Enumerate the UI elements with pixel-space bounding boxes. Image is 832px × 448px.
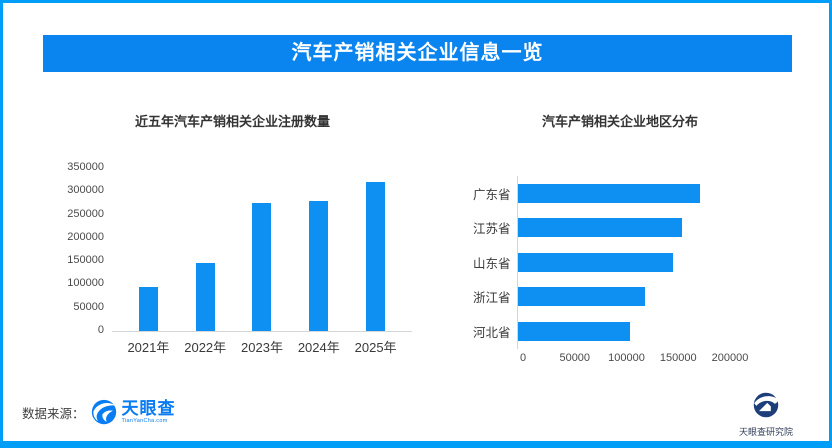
bars-area: 广东省江苏省山东省浙江省河北省	[473, 176, 778, 349]
bar-slot	[347, 159, 404, 331]
y-tick-label: 100000	[67, 277, 104, 290]
institute-logo: 天眼查研究院	[733, 391, 799, 438]
tianyancha-domain: TianYanCha.com	[121, 417, 168, 424]
bar-slot	[120, 159, 177, 331]
row-label: 江苏省	[473, 222, 511, 237]
y-tick-label: 50000	[73, 300, 104, 313]
bar-slot	[177, 159, 234, 331]
bar-浙江省	[518, 287, 646, 307]
left-chart-title: 近五年汽车产销相关企业注册数量	[135, 114, 331, 129]
bar-slot	[234, 159, 291, 331]
x-category-label: 2022年	[184, 340, 227, 355]
bars-area	[112, 159, 412, 332]
registration-count-chart: 0 50000 100000 150000 200000 250000 300000 3500…	[60, 159, 412, 356]
frame-border-top	[0, 0, 832, 3]
frame-border-right	[829, 0, 832, 448]
institute-logo-icon	[753, 392, 779, 418]
x-category-label: 2023年	[241, 340, 283, 355]
y-tick-label: 0	[97, 324, 104, 336]
frame-border-left	[0, 0, 3, 448]
bar-track	[517, 176, 778, 211]
right-chart-title: 汽车产销相关企业地区分布	[542, 114, 699, 129]
bar-track	[517, 245, 778, 280]
bar-广东省	[518, 183, 701, 203]
row-label: 浙江省	[473, 291, 511, 306]
bar-track	[517, 279, 778, 314]
x-axis-labels: 2021年 2022年 2023年 2024年 2025年	[112, 337, 412, 356]
x-tick-label: 100000	[608, 351, 645, 364]
x-tick-label: 0	[519, 351, 527, 364]
bar-track	[517, 210, 778, 245]
y-tick-label: 200000	[67, 230, 104, 243]
y-tick-label: 250000	[67, 207, 104, 220]
x-category-label: 2024年	[297, 340, 340, 355]
y-tick-label: 300000	[67, 184, 104, 197]
plot-area: 2021年 2022年 2023年 2024年 2025年	[112, 159, 412, 356]
y-axis: 0 50000 100000 150000 200000 250000 300000 3500…	[60, 159, 112, 336]
bar-row: 浙江省	[473, 279, 778, 314]
tianyancha-wordmark: 天眼查 TianYanCha.com	[122, 400, 176, 425]
bar-2021年	[138, 286, 158, 331]
x-category-label: 2021年	[127, 340, 170, 355]
x-tick-label: 200000	[711, 351, 749, 364]
bar-2024年	[309, 201, 329, 331]
y-tick-label: 350000	[67, 161, 104, 173]
bar-2022年	[195, 263, 215, 331]
bar-slot	[290, 159, 347, 331]
row-label: 河北省	[473, 325, 511, 340]
x-category-label: 2025年	[354, 340, 397, 355]
bar-track	[517, 314, 778, 349]
tianyancha-name: 天眼查	[121, 398, 176, 418]
data-source: 数据来源： 天眼查 TianYanCha.com	[22, 399, 176, 425]
row-label: 广东省	[473, 187, 511, 202]
bar-山东省	[518, 252, 674, 272]
bar-row: 山东省	[473, 245, 778, 280]
data-source-label: 数据来源：	[22, 406, 85, 421]
region-distribution-chart: 广东省江苏省山东省浙江省河北省 0 50000 100000 150000 200000	[473, 176, 778, 366]
row-label: 山东省	[473, 256, 511, 271]
x-tick-label: 50000	[559, 351, 591, 364]
x-tick-label: 150000	[659, 351, 697, 364]
bar-row: 江苏省	[473, 210, 778, 245]
bar-row: 河北省	[473, 314, 778, 349]
bar-2023年	[252, 203, 272, 331]
bar-河北省	[518, 321, 630, 341]
y-tick-label: 150000	[67, 254, 104, 267]
institute-name: 天眼查研究院	[738, 427, 793, 437]
bar-2025年	[366, 181, 386, 331]
page-title: 汽车产销相关企业信息一览	[43, 35, 792, 72]
bar-row: 广东省	[473, 176, 778, 211]
x-axis: 0 50000 100000 150000 200000	[473, 352, 778, 366]
bar-江苏省	[518, 218, 682, 238]
frame-border-bottom	[0, 441, 832, 448]
tianyancha-logo-icon	[91, 399, 116, 425]
